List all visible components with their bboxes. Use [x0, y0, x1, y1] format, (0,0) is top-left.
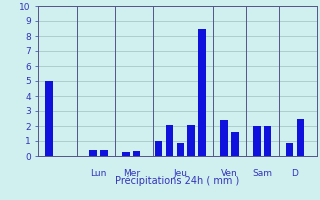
- Text: Jeu: Jeu: [173, 170, 187, 179]
- Bar: [231, 132, 239, 156]
- Bar: [177, 142, 184, 156]
- Text: Lun: Lun: [90, 170, 107, 179]
- Text: Mer: Mer: [123, 170, 140, 179]
- Text: D: D: [292, 170, 299, 179]
- Bar: [133, 151, 140, 156]
- Bar: [264, 126, 271, 156]
- Bar: [297, 118, 304, 156]
- X-axis label: Précipitations 24h ( mm ): Précipitations 24h ( mm ): [116, 175, 240, 186]
- Bar: [100, 150, 108, 156]
- Bar: [45, 81, 53, 156]
- Bar: [165, 124, 173, 156]
- Bar: [286, 142, 293, 156]
- Text: Ven: Ven: [221, 170, 238, 179]
- Bar: [220, 120, 228, 156]
- Bar: [188, 124, 195, 156]
- Bar: [198, 28, 206, 156]
- Text: Sam: Sam: [252, 170, 272, 179]
- Bar: [122, 152, 130, 156]
- Bar: [253, 126, 260, 156]
- Bar: [89, 150, 97, 156]
- Bar: [155, 141, 162, 156]
